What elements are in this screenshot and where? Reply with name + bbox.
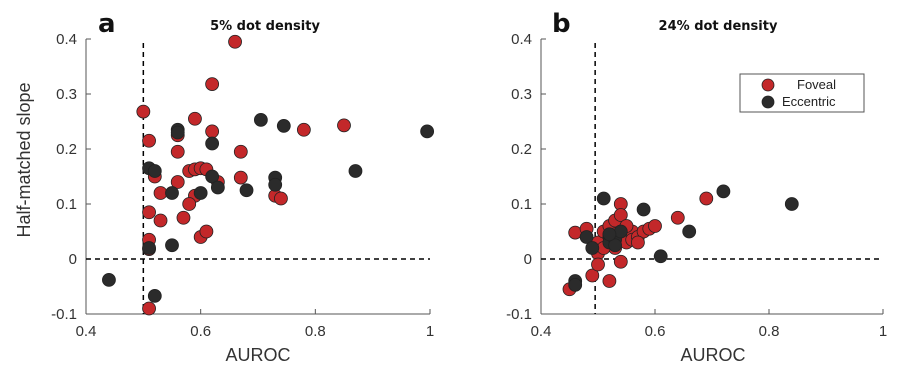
data-point-foveal <box>591 257 605 272</box>
x-tick-label: 0.4 <box>531 323 552 340</box>
data-point-foveal <box>631 235 645 250</box>
y-axis-title: Half-matched slope <box>14 82 34 237</box>
y-tick-label: 0.3 <box>511 86 532 103</box>
data-point-eccentric <box>420 124 435 139</box>
x-tick-label: 0.6 <box>645 323 666 340</box>
data-point-foveal <box>613 208 628 222</box>
data-point-eccentric <box>165 238 179 253</box>
panel-b-title: 24% dot density <box>659 19 778 34</box>
data-point-foveal <box>136 104 151 119</box>
y-tick-label: -0.1 <box>51 306 77 323</box>
data-point-eccentric <box>682 224 697 239</box>
data-point-eccentric <box>102 272 116 287</box>
data-point-eccentric <box>147 164 162 178</box>
y-tick-label: 0.1 <box>56 196 77 213</box>
x-tick-label: 0.8 <box>305 323 326 340</box>
data-point-foveal <box>205 77 220 91</box>
legend-label-eccentric: Eccentric <box>782 94 836 109</box>
data-point-eccentric <box>142 241 156 255</box>
data-point-foveal <box>274 191 288 206</box>
data-point-eccentric <box>205 169 220 184</box>
data-point-eccentric <box>268 177 283 192</box>
y-tick-label: 0.4 <box>511 31 532 48</box>
data-point-foveal <box>602 274 617 288</box>
panel-a-title: 5% dot density <box>210 19 320 34</box>
data-point-eccentric <box>165 186 179 200</box>
data-point-eccentric <box>636 202 651 217</box>
data-point-foveal <box>228 34 242 49</box>
data-point-foveal <box>296 122 311 137</box>
data-point-eccentric <box>596 191 611 206</box>
panel-b-letter: b <box>552 9 571 39</box>
y-tick-label: 0 <box>524 251 532 268</box>
data-point-foveal <box>613 254 628 269</box>
panel-b: b 24% dot density AUROC -0.1 0 0.1 0.2 0.3 0.… <box>506 9 887 365</box>
data-point-eccentric <box>193 186 208 200</box>
data-point-eccentric <box>585 241 600 255</box>
y-tick-label: 0.1 <box>511 196 532 213</box>
data-point-foveal <box>585 268 600 283</box>
x-tick-label: 0.8 <box>759 323 780 340</box>
data-point-foveal <box>142 133 156 148</box>
y-tick-label: -0.1 <box>506 306 532 323</box>
data-point-eccentric <box>579 230 594 244</box>
data-point-foveal <box>233 144 248 159</box>
data-point-foveal <box>153 213 168 228</box>
data-point-foveal <box>699 191 714 206</box>
data-point-eccentric <box>568 277 583 292</box>
data-point-eccentric <box>147 288 162 303</box>
x-tick-label: 1 <box>426 323 434 340</box>
data-point-eccentric <box>784 197 799 211</box>
data-point-foveal <box>170 175 185 189</box>
data-point-foveal <box>188 111 202 126</box>
legend: Foveal Eccentric <box>739 73 865 113</box>
panel-a-x-axis-title: AUROC <box>225 345 290 365</box>
data-point-eccentric <box>602 227 617 242</box>
legend-box <box>739 73 865 113</box>
data-point-eccentric <box>348 164 363 178</box>
y-tick-label: 0.4 <box>56 31 77 48</box>
panel-b-x-axis-title: AUROC <box>680 345 745 365</box>
legend-label-foveal: Foveal <box>797 77 836 92</box>
data-point-eccentric <box>276 119 291 133</box>
x-tick-label: 1 <box>879 323 887 340</box>
data-point-foveal <box>233 170 248 185</box>
data-point-foveal <box>182 197 197 211</box>
y-tick-label: 0.2 <box>511 141 532 158</box>
data-point-eccentric <box>205 136 220 151</box>
panel-a: a 5% dot density AUROC -0.1 0 0.1 0.2 0.3 0.4… <box>51 9 434 365</box>
data-point-eccentric <box>613 224 628 239</box>
data-point-foveal <box>199 224 214 239</box>
data-point-foveal <box>670 210 685 225</box>
x-tick-label: 0.4 <box>76 323 97 340</box>
legend-swatch-foveal <box>761 78 775 92</box>
data-point-foveal <box>142 205 156 220</box>
data-point-foveal <box>142 301 156 316</box>
data-point-eccentric <box>608 238 622 253</box>
data-point-eccentric <box>210 180 225 195</box>
data-point-foveal <box>170 144 185 159</box>
data-point-foveal <box>648 219 662 233</box>
y-tick-label: 0.2 <box>56 141 77 158</box>
y-tick-label: 0 <box>69 251 77 268</box>
data-point-foveal <box>153 186 168 200</box>
data-point-eccentric <box>253 112 268 127</box>
x-tick-label: 0.6 <box>190 323 211 340</box>
data-point-eccentric <box>239 183 254 198</box>
data-point-foveal <box>337 118 351 133</box>
panel-a-letter: a <box>98 9 116 39</box>
legend-swatch-eccentric <box>761 95 775 109</box>
data-point-foveal <box>176 210 191 225</box>
data-point-eccentric <box>716 184 731 199</box>
data-point-eccentric <box>653 249 668 264</box>
data-point-foveal <box>205 124 220 139</box>
data-point-eccentric <box>170 125 185 140</box>
y-tick-label: 0.3 <box>56 86 77 103</box>
